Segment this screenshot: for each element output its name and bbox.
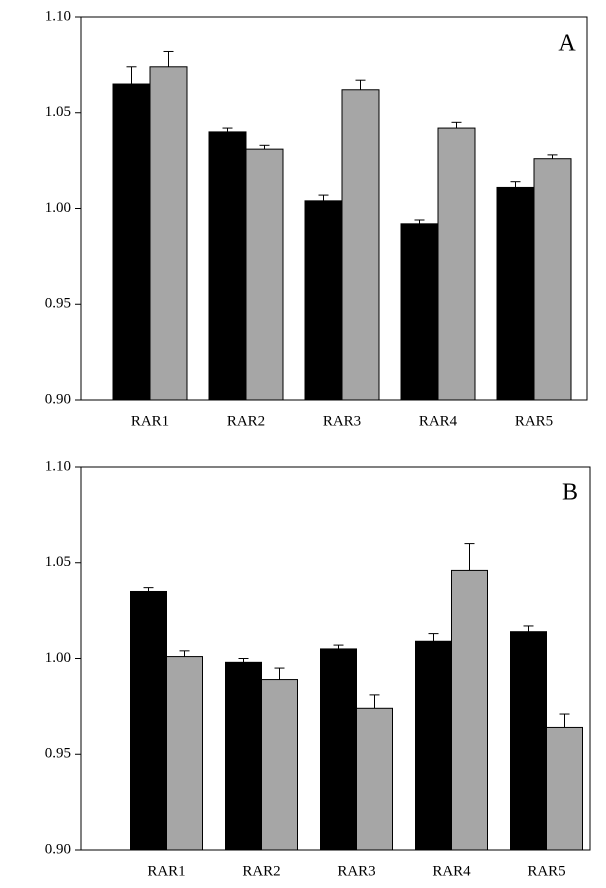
y-tick-label: 0.95 [45, 296, 71, 312]
y-tick-label: 1.00 [45, 200, 71, 216]
y-tick-label: 0.90 [45, 391, 71, 407]
y-tick-label: 0.95 [45, 746, 71, 762]
bar [437, 127, 476, 401]
bar [208, 131, 247, 401]
y-tick-label: 1.00 [45, 650, 71, 666]
panel-label: A [558, 31, 576, 57]
bar [112, 83, 151, 401]
bar [415, 640, 452, 851]
bar [451, 569, 488, 851]
bar [356, 707, 393, 851]
bar [320, 648, 357, 851]
x-tick-label: RAR3 [337, 863, 375, 879]
x-tick-label: RAR5 [527, 863, 565, 879]
bar [130, 590, 167, 851]
bar [510, 631, 547, 851]
x-tick-label: RAR1 [131, 413, 169, 429]
bar [304, 200, 343, 401]
x-tick-label: RAR2 [227, 413, 265, 429]
bar [400, 223, 439, 401]
bar [166, 656, 203, 851]
panel-label: B [562, 480, 578, 506]
y-tick-label: 1.10 [45, 8, 71, 24]
bar [149, 66, 188, 401]
y-tick-label: 1.10 [45, 458, 71, 474]
bar [341, 89, 380, 401]
x-tick-label: RAR1 [147, 863, 185, 879]
x-tick-label: RAR4 [419, 413, 458, 429]
bar [546, 726, 583, 851]
x-tick-label: RAR5 [515, 413, 553, 429]
x-tick-label: RAR4 [432, 863, 471, 879]
x-tick-label: RAR3 [323, 413, 361, 429]
bar [225, 661, 262, 851]
bar [533, 158, 572, 401]
y-tick-label: 1.05 [45, 554, 71, 570]
bar [496, 186, 535, 401]
y-tick-label: 0.90 [45, 841, 71, 857]
bar [245, 148, 284, 401]
bar [261, 679, 298, 851]
x-tick-label: RAR2 [242, 863, 280, 879]
y-tick-label: 1.05 [45, 104, 71, 120]
